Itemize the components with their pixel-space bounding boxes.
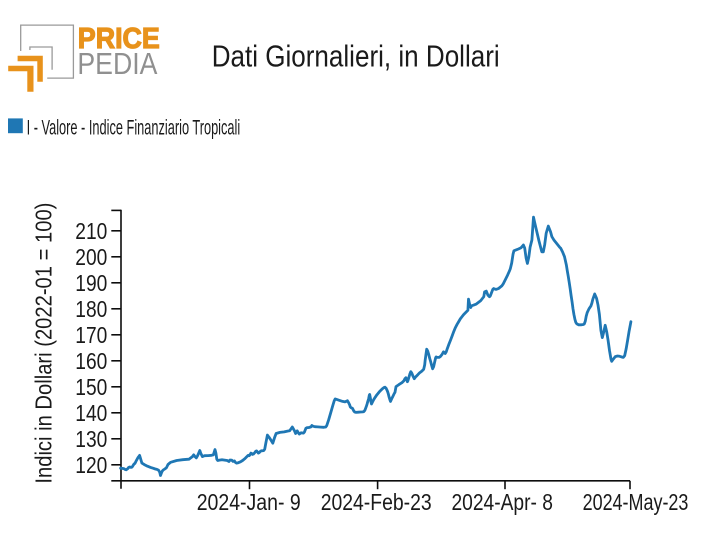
svg-text:2024-Feb-23: 2024-Feb-23 <box>321 489 432 515</box>
svg-text:2024-May-23: 2024-May-23 <box>583 489 689 515</box>
svg-text:150: 150 <box>75 374 107 400</box>
svg-text:2024-Apr- 8: 2024-Apr- 8 <box>451 489 553 515</box>
svg-text:120: 120 <box>75 452 107 478</box>
svg-text:200: 200 <box>75 244 107 270</box>
svg-text:2024-Jan- 9: 2024-Jan- 9 <box>197 489 301 515</box>
svg-text:170: 170 <box>75 322 107 348</box>
svg-text:180: 180 <box>75 296 107 322</box>
svg-text:PRICE: PRICE <box>78 23 160 55</box>
svg-text:I - Valore - Indice Finanziari: I - Valore - Indice Finanziario Tropical… <box>27 117 241 140</box>
svg-text:190: 190 <box>75 270 107 296</box>
svg-text:Indici in Dollari (2022-01 = 1: Indici in Dollari (2022-01 = 100) <box>31 203 57 484</box>
svg-text:160: 160 <box>75 348 107 374</box>
svg-text:Dati Giornalieri, in Dollari: Dati Giornalieri, in Dollari <box>212 40 500 74</box>
svg-text:210: 210 <box>75 218 107 244</box>
svg-text:140: 140 <box>75 400 107 426</box>
svg-text:PEDIA: PEDIA <box>77 46 157 81</box>
svg-text:130: 130 <box>75 426 107 452</box>
